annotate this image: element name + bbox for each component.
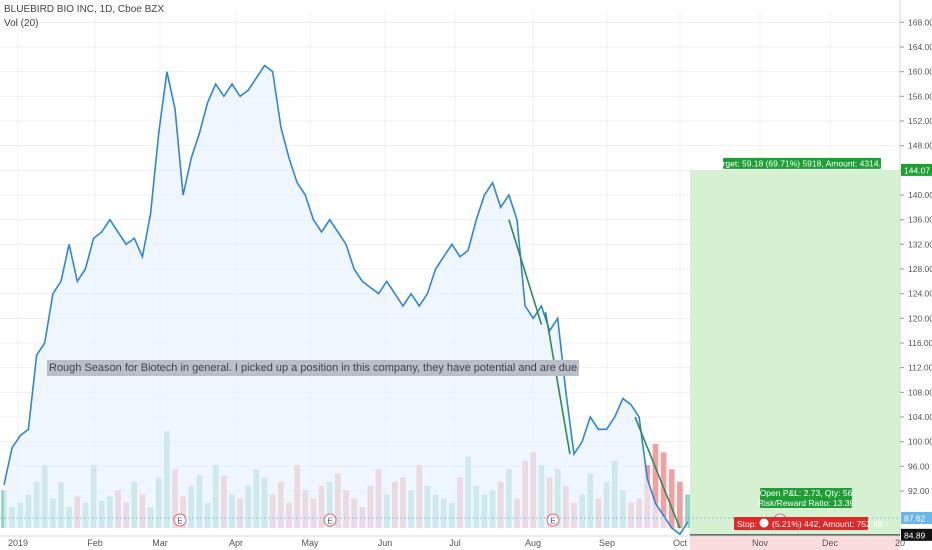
x-tick-label: Apr (229, 538, 243, 548)
volume-bar (685, 494, 691, 528)
x-tick-label: Nov (752, 538, 769, 548)
trend-line-3 (634, 416, 681, 529)
earnings-marker-label: E (327, 517, 332, 526)
symbol-title: BLUEBIRD BIO INC, 1D, Cboe BZX (4, 4, 165, 15)
trend-lines (508, 219, 681, 529)
volume-bar (660, 452, 667, 528)
position-labels: Target: 59.18 (69.71%) 5918, Amount: 431… (0, 157, 900, 536)
y-axis[interactable]: 92.00 96.00 100.00 104.00 108.00 112.00 116.00… (899, 0, 932, 550)
y-tick-label: 168.00 (908, 17, 932, 27)
volume-bar (652, 444, 659, 528)
y-tick-label: 160.00 (908, 67, 932, 77)
x-tick-label: Feb (87, 538, 103, 548)
stop-earnings-marker (758, 517, 770, 529)
price-line (3, 64, 689, 536)
y-tick-label: 156.00 (908, 91, 932, 101)
earnings-marker-label: E (177, 517, 182, 526)
x-tick-label: Aug (525, 538, 541, 548)
y-tick-label: 96.00 (908, 461, 930, 471)
target-label: Target: 59.18 (69.71%) 5918, Amount: 431… (714, 158, 891, 168)
y-tick-label: 116.00 (908, 338, 932, 348)
volume-bar (668, 469, 675, 528)
x-tick-label: Oct (673, 538, 688, 548)
x-tick-label: May (301, 538, 319, 548)
x-tick-label: 2019 (8, 538, 28, 548)
entry-price-tag-bg (901, 528, 932, 541)
x-tick-label: 20 (895, 538, 905, 548)
earnings-marker (546, 513, 560, 527)
stop-label-prefix: Stop: (737, 519, 757, 529)
current-price-tag-bg (901, 512, 932, 525)
y-tick-label: 92.00 (908, 486, 930, 496)
y-tick-label: 132.00 (908, 239, 932, 249)
stop-zone[interactable] (690, 534, 900, 550)
volume-indicator-label: Vol (20) (4, 18, 39, 29)
target-price-tag: 144.07 (904, 165, 930, 175)
y-tick-label: 120.00 (908, 313, 932, 323)
y-tick-label: 148.00 (908, 141, 932, 151)
earnings-marker (173, 513, 187, 527)
y-tick-label: 164.00 (908, 42, 932, 52)
pnl-label: Open P&L: 2.73, Qty: 56 (760, 488, 853, 498)
x-axis[interactable]: 2019 Feb Mar Apr May Jun Jul Aug Sep Oct Nov Dec 20 (0, 535, 905, 548)
y-tick-label: 136.00 (908, 215, 932, 225)
price-area (4, 65, 688, 535)
x-tick-label: Jun (378, 538, 393, 548)
x-tick-label: Sep (599, 538, 615, 548)
y-tick-label: 100.00 (908, 437, 932, 447)
y-tick-label: 112.00 (908, 363, 932, 373)
x-tick-label: Dec (822, 538, 839, 548)
trend-line-1 (508, 219, 543, 325)
earnings-marker (323, 513, 337, 527)
target-zone[interactable] (690, 169, 900, 535)
y-tick-label: 104.00 (908, 412, 932, 422)
entry-price-tag: 84.89 (904, 530, 926, 540)
earnings-marker-label: E (550, 517, 555, 526)
target-price-tag-bg (901, 163, 932, 176)
chart-note[interactable]: Rough Season for Biotech in general. I p… (47, 360, 579, 376)
target-label-bg (723, 157, 881, 169)
volume-bar (677, 481, 683, 528)
y-tick-label: 108.00 (908, 387, 932, 397)
y-tick-label: 128.00 (908, 264, 932, 274)
trend-line-2 (544, 312, 571, 455)
y-tick-label: 152.00 (908, 116, 932, 126)
risk-reward-label: Risk/Reward Ratio: 13.39 (758, 498, 855, 508)
x-tick-label: Mar (152, 538, 168, 548)
pnl-box-bg (760, 488, 852, 508)
x-tick-label: Jul (449, 538, 461, 548)
current-price-tag: 87.62 (904, 514, 926, 524)
price-series (3, 64, 689, 536)
stop-label-suffix: (5.21%) 442, Amount: 752.48 (772, 519, 883, 529)
y-tick-label: 140.00 (908, 190, 932, 200)
y-tick-label: 124.00 (908, 289, 932, 299)
